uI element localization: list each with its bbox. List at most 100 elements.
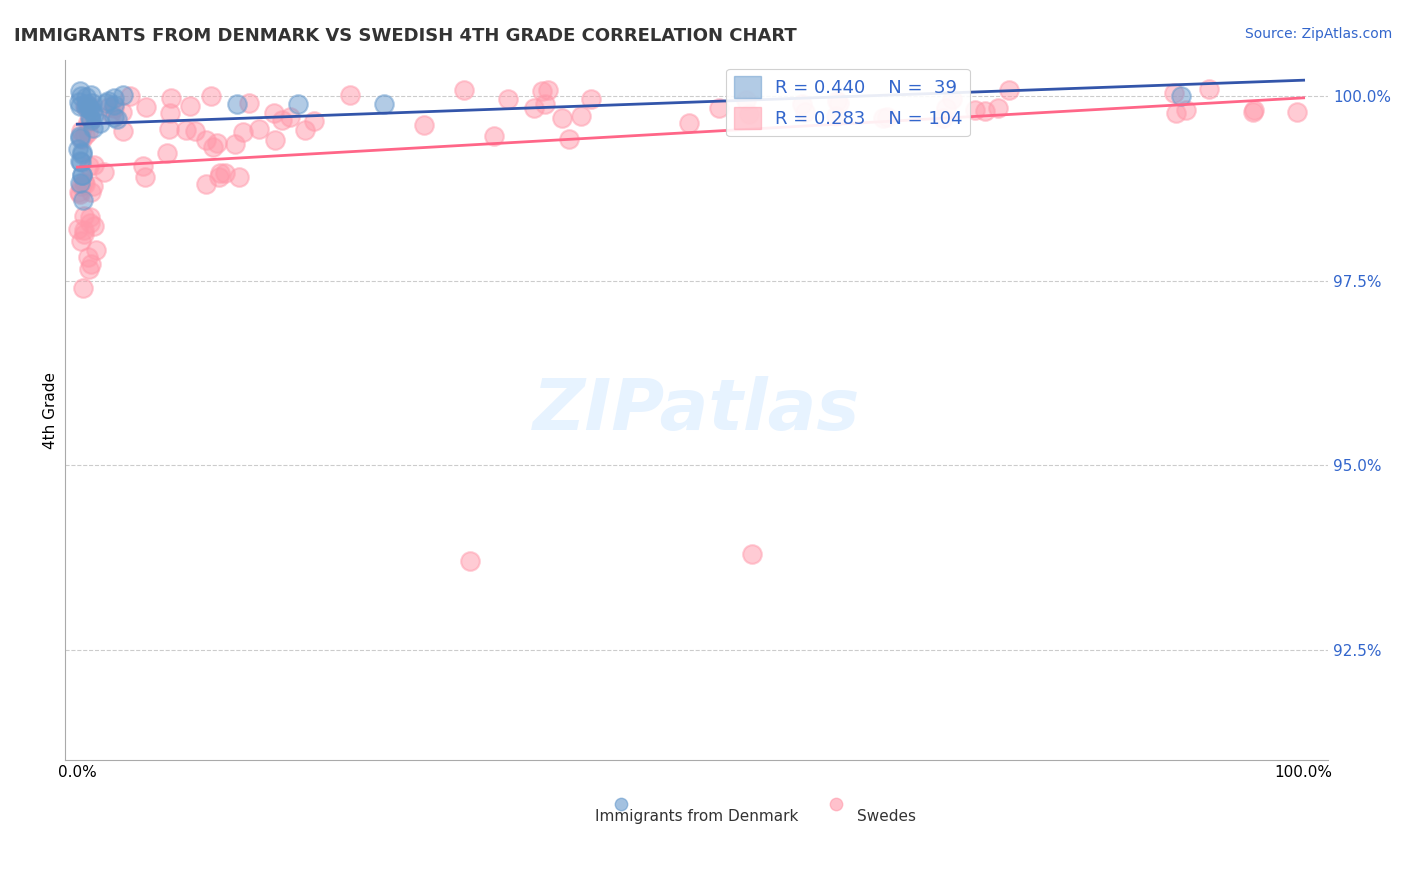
Point [111, 104, 134, 119]
Point [932, 111, 955, 125]
Point [738, 107, 761, 121]
Point [93, 165, 115, 179]
Point [73, 175, 96, 189]
Point [67, 142, 90, 156]
Point [550, 111, 572, 125]
Point [709, 101, 731, 115]
Point [997, 83, 1019, 97]
Point [530, 84, 553, 98]
Point [70, 132, 93, 146]
Point [76, 250, 98, 264]
Text: Source: ZipAtlas.com: Source: ZipAtlas.com [1244, 27, 1392, 41]
Point [77, 261, 100, 276]
Point [963, 103, 986, 118]
Point [523, 102, 546, 116]
Point [73, 128, 96, 143]
Point [79, 100, 101, 114]
Point [156, 145, 179, 160]
Point [458, 554, 481, 568]
Point [80, 186, 103, 200]
Point [1174, 103, 1197, 117]
Point [194, 133, 217, 147]
Point [827, 95, 849, 110]
Point [76, 125, 98, 139]
Point [228, 169, 250, 184]
Point [79, 112, 101, 126]
Point [72, 223, 94, 237]
Point [569, 109, 592, 123]
Point [77, 159, 100, 173]
Point [194, 178, 217, 192]
Point [263, 106, 285, 120]
Point [1241, 104, 1264, 119]
Point [70, 89, 93, 103]
Point [453, 83, 475, 97]
Point [69, 234, 91, 248]
Point [97, 100, 120, 114]
Point [373, 96, 395, 111]
Point [69, 84, 91, 98]
Point [872, 112, 894, 126]
Point [76, 96, 98, 111]
Point [339, 87, 361, 102]
Point [94, 95, 117, 110]
Point [200, 88, 222, 103]
Point [987, 101, 1010, 115]
Point [75, 100, 97, 114]
Point [232, 125, 254, 139]
Point [103, 110, 125, 124]
Y-axis label: 4th Grade: 4th Grade [44, 371, 58, 449]
Point [73, 178, 96, 192]
Point [77, 100, 100, 114]
Point [225, 96, 247, 111]
Point [72, 281, 94, 295]
Point [1166, 106, 1188, 120]
Point [79, 216, 101, 230]
Point [974, 103, 997, 118]
Point [69, 154, 91, 169]
Point [79, 102, 101, 116]
Point [83, 219, 105, 233]
Point [224, 137, 246, 152]
Point [238, 95, 260, 110]
Point [209, 166, 232, 180]
Point [824, 108, 846, 122]
Point [83, 158, 105, 172]
Point [735, 93, 758, 107]
Point [80, 257, 103, 271]
Point [264, 133, 287, 147]
Point [184, 124, 207, 138]
Point [205, 136, 228, 150]
Point [89, 116, 111, 130]
Point [69, 176, 91, 190]
Point [80, 112, 103, 127]
Text: IMMIGRANTS FROM DENMARK VS SWEDISH 4TH GRADE CORRELATION CHART: IMMIGRANTS FROM DENMARK VS SWEDISH 4TH G… [14, 27, 797, 45]
Point [534, 96, 557, 111]
Point [941, 92, 963, 106]
Text: Immigrants from Denmark: Immigrants from Denmark [595, 809, 799, 824]
Point [794, 104, 817, 119]
Point [741, 547, 763, 561]
Point [134, 170, 156, 185]
Point [82, 179, 104, 194]
Point [73, 227, 96, 242]
Point [70, 145, 93, 159]
Point [103, 98, 125, 112]
Point [876, 110, 898, 124]
Point [1198, 82, 1220, 96]
Point [1243, 103, 1265, 117]
Point [103, 101, 125, 115]
Point [70, 147, 93, 161]
Point [73, 209, 96, 223]
Point [73, 99, 96, 113]
Point [558, 131, 581, 145]
Point [207, 170, 229, 185]
Point [69, 124, 91, 138]
Point [790, 96, 813, 111]
Point [111, 87, 134, 102]
Point [132, 159, 155, 173]
Point [294, 123, 316, 137]
Point [67, 222, 90, 236]
Point [278, 110, 301, 124]
Point [1285, 105, 1308, 120]
